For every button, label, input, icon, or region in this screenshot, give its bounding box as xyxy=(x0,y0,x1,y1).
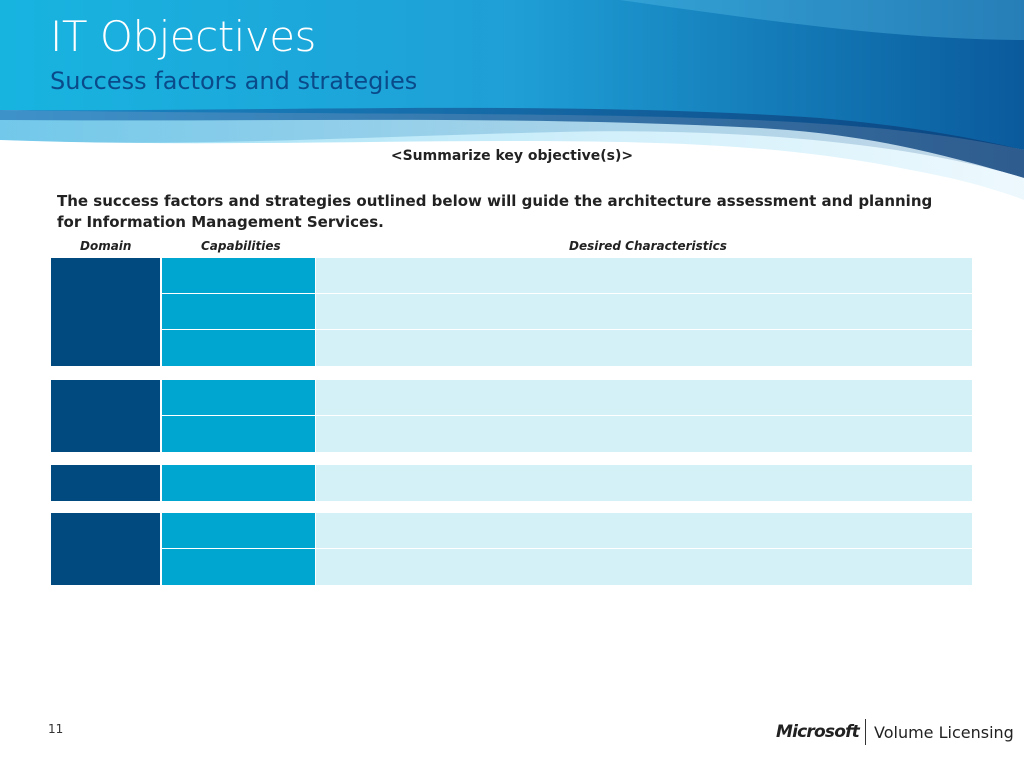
slide-subtitle: Success factors and strategies xyxy=(50,67,418,95)
capability-cell xyxy=(162,549,316,585)
desired-characteristics-cell xyxy=(316,416,972,452)
table-row xyxy=(162,549,972,585)
domain-group-2 xyxy=(51,380,972,452)
domain-cell xyxy=(51,465,162,501)
header-banner xyxy=(0,0,1024,200)
desired-characteristics-cell xyxy=(316,380,972,415)
product-name: Volume Licensing xyxy=(874,722,1014,742)
column-header-capabilities: Capabilities xyxy=(201,239,281,253)
capability-cell xyxy=(162,416,316,452)
table-row xyxy=(162,380,972,416)
microsoft-volume-licensing-logo: Microsoft Volume Licensing xyxy=(776,718,1014,746)
capability-cell xyxy=(162,294,316,329)
desired-characteristics-cell xyxy=(316,258,972,293)
slide-title: IT Objectives xyxy=(50,12,316,61)
table-row xyxy=(162,416,972,452)
desired-characteristics-cell xyxy=(316,294,972,329)
desired-characteristics-cell xyxy=(316,513,972,548)
capability-cell xyxy=(162,258,316,293)
logo-divider xyxy=(865,719,867,745)
table-row xyxy=(162,258,972,294)
desired-characteristics-cell xyxy=(316,330,972,366)
microsoft-wordmark: Microsoft xyxy=(776,722,860,742)
domain-group-1 xyxy=(51,258,972,366)
column-header-desired-characteristics: Desired Characteristics xyxy=(569,239,727,253)
capability-cell xyxy=(162,513,316,548)
table-row xyxy=(162,330,972,366)
capability-cell xyxy=(162,330,316,366)
desired-characteristics-cell xyxy=(316,549,972,585)
domain-cell xyxy=(51,258,162,366)
domain-group-3 xyxy=(51,465,972,501)
table-row xyxy=(162,513,972,549)
capability-cell xyxy=(162,380,316,415)
capability-cell xyxy=(162,465,316,501)
domain-group-4 xyxy=(51,513,972,585)
intro-paragraph: The success factors and strategies outli… xyxy=(57,192,933,231)
domain-cell xyxy=(51,513,162,585)
column-header-domain: Domain xyxy=(80,239,132,253)
table-row xyxy=(162,294,972,330)
objective-summary: <Summarize key objective(s)> xyxy=(390,148,634,164)
table-row xyxy=(162,465,972,501)
page-number: 11 xyxy=(48,722,64,736)
desired-characteristics-cell xyxy=(316,465,972,501)
domain-cell xyxy=(51,380,162,452)
